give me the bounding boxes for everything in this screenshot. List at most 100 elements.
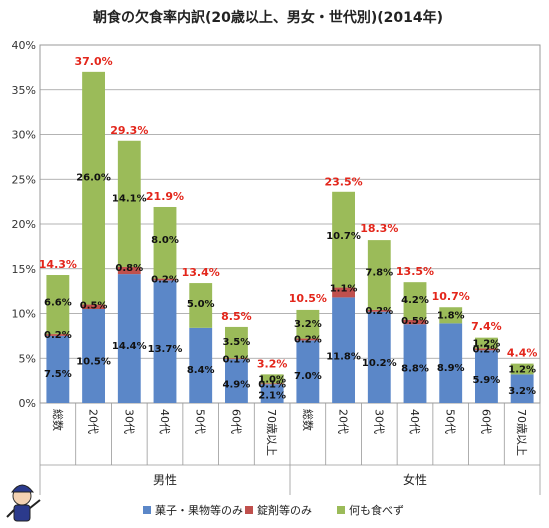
- bar-segment: [117, 266, 141, 275]
- bar-segment: [439, 323, 463, 403]
- segment-value-label: 0.2%: [151, 275, 179, 286]
- bar-segment: [367, 240, 391, 310]
- total-value-label: 23.5%: [324, 176, 362, 189]
- bar-segment: [403, 324, 427, 403]
- total-value-label: 10.7%: [432, 290, 470, 303]
- segment-value-label: 0.1%: [258, 379, 286, 390]
- bar-segment: [46, 334, 70, 336]
- legend-label: 菓子・果物等のみ: [155, 503, 243, 517]
- group-label: 女性: [403, 472, 427, 487]
- segment-value-label: 7.8%: [365, 268, 393, 279]
- segment-value-label: 14.4%: [112, 341, 147, 352]
- total-value-label: 7.4%: [471, 320, 502, 333]
- bar-segment: [296, 338, 320, 341]
- y-tick-label: 25%: [12, 173, 36, 186]
- y-tick-label: 10%: [12, 308, 36, 321]
- segment-value-label: 3.2%: [294, 319, 322, 330]
- segment-value-label: 11.8%: [326, 351, 361, 362]
- segment-value-label: 8.8%: [401, 364, 429, 375]
- bar-segment: [260, 374, 284, 384]
- bar-segment: [225, 326, 248, 359]
- bar-segment: [260, 384, 284, 403]
- segment-value-label: 6.6%: [44, 298, 72, 309]
- bar-segment: [296, 340, 320, 403]
- bar-segment: [403, 282, 427, 320]
- bar-segment: [117, 274, 141, 403]
- bars: 7.5% 0.2% 6.6% 14.3% 10.5% 0.5% 26.0% 37.0% 14.4…: [39, 55, 537, 403]
- x-category-label: 60代: [479, 409, 492, 434]
- bar-segment: [332, 297, 355, 403]
- legend-swatch: [143, 506, 151, 514]
- segment-value-label: 13.7%: [148, 344, 183, 355]
- bar-segment: [153, 280, 177, 403]
- bar-segment: [82, 304, 105, 310]
- y-tick-label: 5%: [19, 352, 36, 365]
- bar-segment: [367, 309, 391, 312]
- segment-value-label: 8.9%: [437, 363, 465, 374]
- legend-label: 錠剤等のみ: [257, 503, 312, 517]
- x-category-label: 30代: [372, 409, 385, 434]
- y-tick-label: 15%: [12, 263, 36, 276]
- segment-value-label: 0.2%: [365, 306, 393, 317]
- segment-value-label: 0.8%: [115, 263, 143, 274]
- y-tick-label: 20%: [12, 218, 36, 231]
- bar-segment: [82, 309, 105, 403]
- segment-value-label: 4.9%: [223, 379, 251, 390]
- bar-segment: [153, 206, 177, 279]
- bar-segment: [225, 359, 248, 403]
- total-value-label: 8.5%: [221, 310, 252, 323]
- x-category-label: 30代: [122, 409, 135, 434]
- bar-segment: [475, 348, 498, 351]
- segment-value-label: 0.2%: [44, 330, 72, 341]
- legend-label: 何も食べず: [349, 503, 404, 517]
- segment-value-label: 8.0%: [151, 235, 179, 246]
- group-label: 男性: [153, 473, 177, 487]
- segment-value-label: 0.5%: [80, 301, 108, 312]
- segment-value-label: 8.4%: [187, 365, 215, 376]
- segment-value-label: 7.5%: [44, 369, 72, 380]
- legend-swatch: [337, 506, 345, 514]
- bar-segment: [439, 307, 463, 324]
- segment-value-label: 26.0%: [76, 173, 111, 184]
- bar-segment: [46, 335, 70, 403]
- bar-segment: [367, 311, 391, 403]
- segment-value-label: 1.2%: [473, 338, 501, 349]
- segment-value-label: 3.5%: [223, 337, 251, 348]
- x-axis: 総数 20代 30代 40代 50代 60代 70歳以上 総数 20代 30代 40代 50代 60代 7…: [39, 403, 541, 495]
- x-category-label: 総数: [51, 409, 65, 431]
- segment-value-label: 3.2%: [508, 386, 536, 397]
- y-tick-label: 30%: [12, 129, 36, 142]
- total-value-label: 37.0%: [74, 55, 112, 68]
- bar-segment: [153, 278, 177, 281]
- mascot-illustration: [6, 484, 41, 522]
- segment-value-label: 10.7%: [326, 231, 361, 242]
- segment-value-label: 7.0%: [294, 371, 322, 382]
- segment-value-label: 5.0%: [187, 299, 215, 310]
- total-value-label: 18.3%: [360, 222, 398, 235]
- segment-value-label: 0.5%: [401, 316, 429, 327]
- chart-title: 朝食の欠食率内訳(20歳以上、男女・世代別)(2014年): [93, 9, 443, 26]
- bar-segment: [189, 327, 213, 403]
- total-value-label: 29.3%: [110, 124, 148, 137]
- x-category-label: 20代: [337, 409, 350, 434]
- bar-segment: [475, 337, 498, 349]
- segment-value-label: 1.1%: [330, 284, 358, 295]
- segment-value-label: 0.2%: [473, 344, 501, 355]
- total-value-label: 10.5%: [289, 292, 327, 305]
- legend: 菓子・果物等のみ 錠剤等のみ 何も食べず: [143, 503, 404, 517]
- x-category-label: 50代: [444, 409, 457, 434]
- segment-value-label: 4.2%: [401, 295, 429, 306]
- segment-value-label: 14.1%: [112, 194, 147, 205]
- segment-value-label: 1.0%: [258, 374, 286, 385]
- x-category-label: 70歳以上: [265, 409, 278, 456]
- bar-segment: [117, 140, 141, 267]
- x-category-label: 40代: [408, 409, 421, 434]
- x-category-label: 総数: [301, 409, 315, 431]
- bar-segment: [475, 350, 498, 403]
- bar-segment: [46, 275, 70, 335]
- segment-value-label: 0.1%: [223, 354, 251, 365]
- y-tick-label: 40%: [12, 39, 36, 52]
- total-value-label: 13.5%: [396, 265, 434, 278]
- bar-segment: [332, 287, 355, 298]
